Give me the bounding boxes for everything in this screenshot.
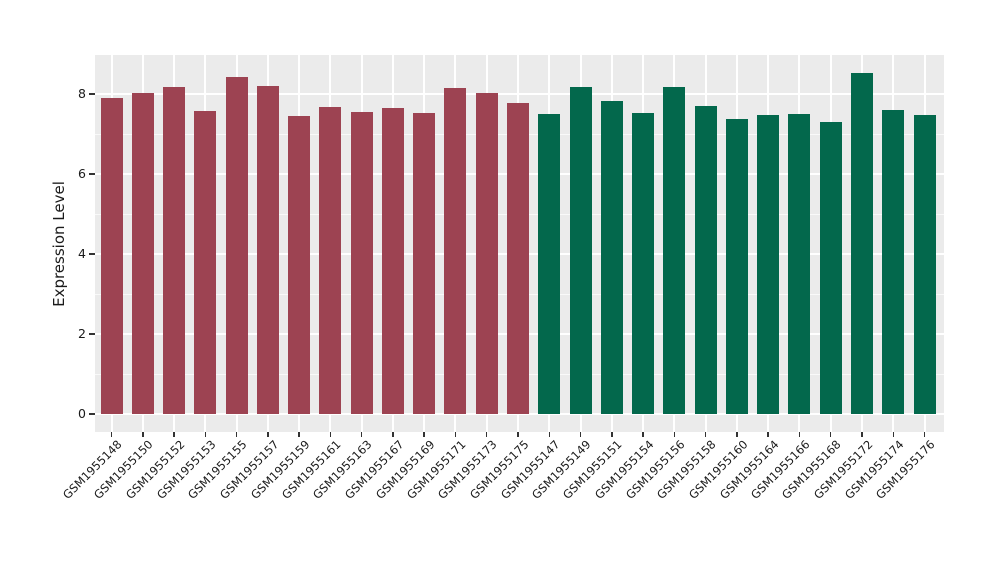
x-tick-mark xyxy=(267,432,269,437)
x-tick-mark xyxy=(923,432,926,437)
gridline-major-h xyxy=(95,93,944,95)
x-tick-mark xyxy=(142,432,144,437)
y-tick-mark xyxy=(89,413,95,415)
bar xyxy=(694,106,717,414)
x-tick-mark xyxy=(892,432,894,437)
x-tick-mark xyxy=(642,432,644,437)
x-tick-mark xyxy=(329,432,332,437)
x-tick-mark xyxy=(423,432,425,437)
x-tick-mark xyxy=(360,432,363,437)
x-tick-mark xyxy=(704,432,707,437)
bar xyxy=(882,109,905,414)
x-tick-mark xyxy=(611,432,613,437)
bar xyxy=(131,93,154,414)
bar xyxy=(538,114,561,414)
gridline-major-h xyxy=(95,413,944,415)
y-tick-label: 0 xyxy=(78,406,86,421)
bar xyxy=(757,114,780,414)
plot-panel xyxy=(95,55,944,432)
x-tick-mark xyxy=(798,432,801,437)
x-tick-mark xyxy=(392,432,394,437)
bar xyxy=(788,114,811,414)
bar xyxy=(350,112,373,414)
x-tick-mark xyxy=(485,432,488,437)
x-tick-mark xyxy=(736,432,738,437)
x-tick-mark xyxy=(548,432,551,437)
bar xyxy=(100,98,123,414)
y-tick-mark xyxy=(89,93,95,95)
bar xyxy=(600,100,623,414)
bar xyxy=(163,87,186,414)
bar xyxy=(850,72,873,414)
x-tick-mark xyxy=(673,432,676,437)
x-tick-mark xyxy=(861,432,863,437)
y-tick-mark xyxy=(89,173,95,175)
x-tick-mark xyxy=(579,432,582,437)
x-tick-mark xyxy=(204,432,207,437)
bar xyxy=(194,111,217,414)
x-tick-mark xyxy=(110,432,113,437)
bar xyxy=(632,112,655,414)
bar xyxy=(413,112,436,414)
bar xyxy=(507,102,529,414)
x-tick-mark xyxy=(517,432,519,437)
x-tick-mark xyxy=(767,432,769,437)
bar xyxy=(444,88,467,414)
bar xyxy=(475,92,498,414)
bar xyxy=(256,86,279,414)
bar xyxy=(569,86,592,414)
bar xyxy=(663,87,686,414)
bar xyxy=(381,108,404,414)
x-tick-mark xyxy=(829,432,832,437)
x-tick-mark xyxy=(454,432,457,437)
y-tick-label: 8 xyxy=(78,86,86,101)
bar xyxy=(913,114,936,414)
y-tick-label: 2 xyxy=(78,326,86,341)
y-tick-mark xyxy=(89,333,95,335)
bar xyxy=(819,122,842,414)
x-tick-mark xyxy=(235,432,238,437)
x-tick-mark xyxy=(298,432,300,437)
y-tick-label: 6 xyxy=(78,166,86,181)
bar xyxy=(725,118,748,414)
y-tick-mark xyxy=(89,253,95,255)
y-tick-label: 4 xyxy=(78,246,86,261)
bar xyxy=(319,107,342,414)
x-tick-mark xyxy=(173,432,175,437)
bar xyxy=(288,115,311,414)
bar xyxy=(225,77,248,414)
